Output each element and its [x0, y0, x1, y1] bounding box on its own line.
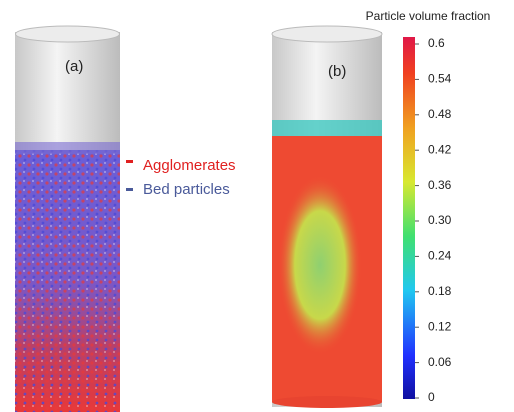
- cylinder-b: [272, 26, 382, 408]
- bed-surface: [15, 142, 120, 154]
- tick-label: 0.48: [428, 107, 452, 121]
- panel-label: (a): [65, 58, 83, 75]
- tick-label: 0.54: [428, 72, 452, 86]
- legend-swatch: [126, 188, 133, 191]
- freeboard-band: [272, 120, 382, 138]
- legend-label: Bed particles: [143, 181, 230, 198]
- plume: [278, 175, 362, 355]
- legend-swatch: [126, 160, 133, 163]
- tube-top: [272, 26, 382, 42]
- tick-label: 0.30: [428, 213, 452, 227]
- panel-label: (b): [328, 63, 346, 80]
- tick-label: 0.12: [428, 319, 452, 333]
- tick-label: 0.06: [428, 355, 452, 369]
- colorbar-ticks: 0.6 0.54 0.48 0.42 0.36 0.30 0.24 0.18 0.12 0.06 0: [415, 36, 452, 404]
- legend: Agglomerates Bed particles: [126, 157, 236, 198]
- tick-label: 0.6: [428, 36, 445, 50]
- particles: [15, 150, 120, 412]
- tick-label: 0.42: [428, 142, 452, 156]
- tube-bottom: [272, 396, 382, 408]
- tick-label: 0.24: [428, 249, 452, 263]
- tick-label: 0.36: [428, 178, 452, 192]
- cylinder-a: [15, 26, 120, 412]
- colorbar-title: Particle volume fraction: [366, 9, 491, 23]
- page: (a) (b) Agglomerates Bed particles Partic…: [0, 0, 514, 412]
- tube-top: [16, 26, 120, 42]
- colorbar: [403, 37, 415, 399]
- tick-label: 0.18: [428, 284, 452, 298]
- tick-label: 0: [428, 390, 435, 404]
- figure: (a) (b) Agglomerates Bed particles Partic…: [0, 0, 514, 412]
- legend-label: Agglomerates: [143, 157, 236, 174]
